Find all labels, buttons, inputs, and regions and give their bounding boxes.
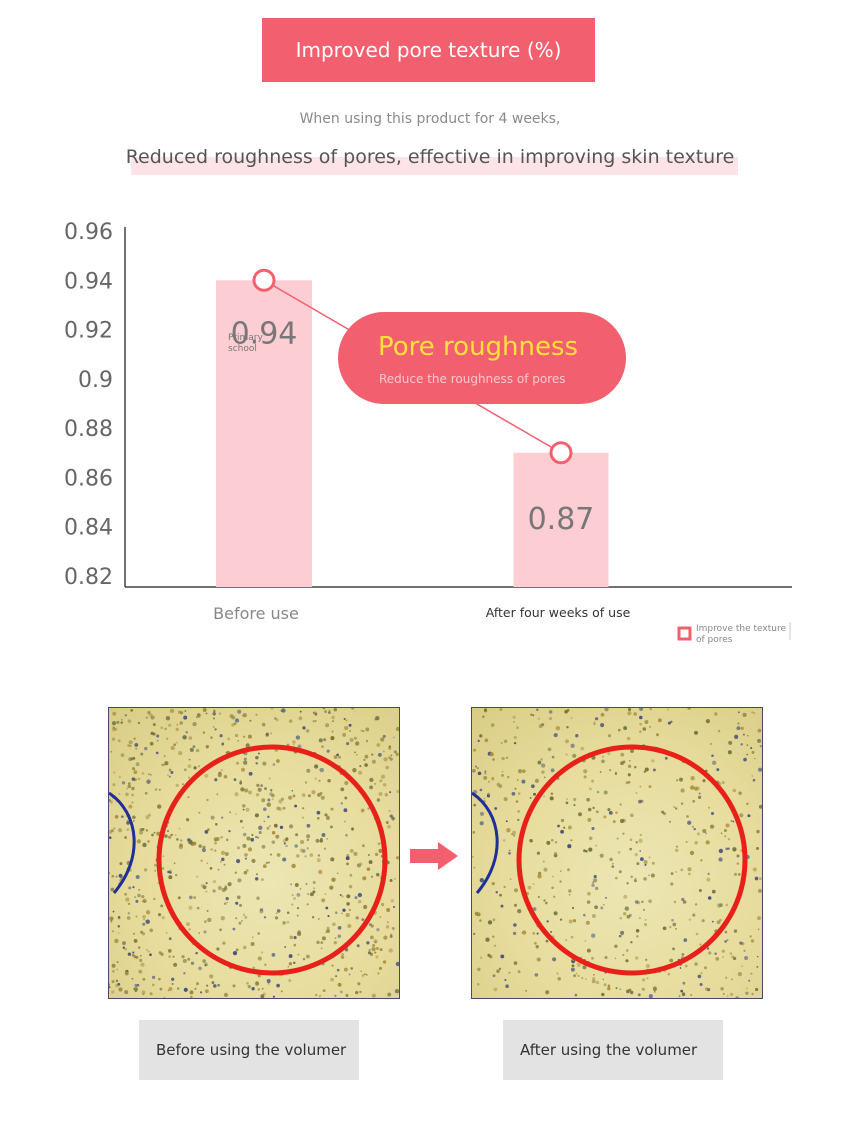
callout-subtitle: Reduce the roughness of pores	[379, 372, 566, 386]
after-skin-photo	[471, 707, 763, 999]
data-label: 0.87	[528, 502, 595, 537]
before-skin-photo	[108, 707, 400, 999]
highlight-circle	[156, 744, 388, 976]
y-tick-label: 0.96	[64, 220, 113, 245]
annotation-label: Primary	[228, 333, 263, 343]
skin-contour-line	[109, 791, 136, 894]
subtitle: When using this product for 4 weeks,	[299, 111, 561, 127]
headline: Reduced roughness of pores, effective in…	[125, 146, 735, 168]
x-category-label: Before use	[213, 604, 299, 623]
y-tick-label: 0.92	[64, 319, 113, 344]
caption-after-label: After using the volumer	[520, 1041, 698, 1059]
callout-title: Pore roughness	[378, 332, 579, 362]
data-point	[252, 268, 276, 292]
data-label: 0.94	[231, 316, 298, 351]
page-title: Improved pore texture (%)	[295, 38, 562, 62]
caption-after: After using the volumer	[503, 1020, 723, 1080]
title-banner: Improved pore texture (%)	[262, 18, 595, 82]
arrow-right-icon	[410, 842, 458, 870]
headline-highlight	[131, 157, 738, 175]
y-tick-label: 0.94	[64, 269, 113, 294]
bar-chart: 0.96 0.94 0.92 0.9 0.88 0.86 0.84 0.82 0.94 0.87 P…	[64, 220, 792, 645]
y-tick-label: 0.88	[64, 417, 113, 442]
y-tick-label: 0.9	[78, 368, 113, 393]
x-category-label: After four weeks of use	[486, 605, 631, 620]
caption-before-label: Before using the volumer	[156, 1041, 347, 1059]
skin-contour-line	[472, 791, 499, 894]
pore-dots	[472, 708, 762, 998]
y-tick-label: 0.86	[64, 466, 113, 491]
y-tick-label: 0.84	[64, 516, 113, 541]
highlight-circle	[516, 744, 748, 976]
y-tick-label: 0.82	[64, 565, 113, 590]
pore-dots	[109, 708, 399, 998]
data-point	[549, 441, 573, 465]
legend-label: of pores	[696, 635, 733, 645]
legend-label: Improve the texture	[696, 624, 786, 634]
caption-before: Before using the volumer	[139, 1020, 359, 1080]
legend-swatch	[677, 626, 692, 641]
annotation-label: school	[228, 344, 257, 354]
bar	[216, 280, 312, 587]
bar	[513, 452, 609, 587]
callout-badge: Pore roughness Reduce the roughness of p…	[338, 312, 626, 404]
